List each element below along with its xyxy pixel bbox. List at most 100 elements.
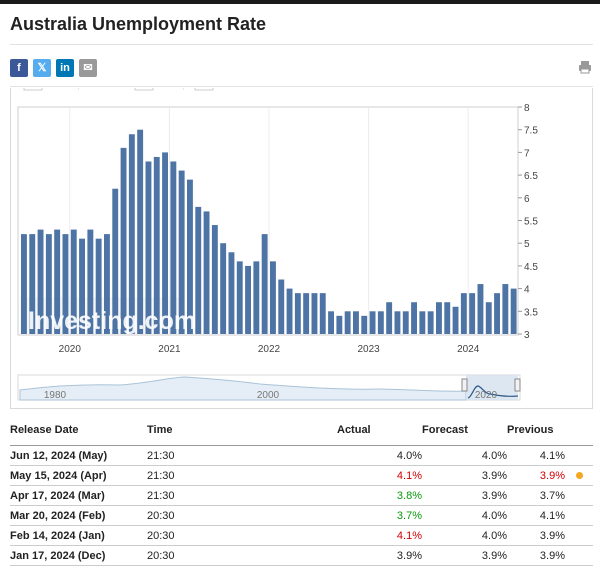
data-bar[interactable] xyxy=(510,288,517,334)
range-selector[interactable] xyxy=(23,88,214,91)
y-tick-label: 6.5 xyxy=(524,171,538,182)
twitter-share-button[interactable]: 𝕏 xyxy=(33,59,51,77)
data-bar[interactable] xyxy=(170,161,177,334)
data-bar[interactable] xyxy=(236,261,243,334)
data-bar[interactable] xyxy=(178,170,185,334)
data-bar[interactable] xyxy=(377,311,384,334)
data-bar[interactable] xyxy=(427,311,434,334)
data-bar[interactable] xyxy=(394,311,401,334)
data-bar[interactable] xyxy=(228,252,235,334)
data-bar[interactable] xyxy=(411,302,417,334)
data-bar[interactable] xyxy=(54,229,61,334)
navigator-tick-label: 1980 xyxy=(44,390,67,401)
data-bar[interactable] xyxy=(303,293,310,334)
time-cell: 20:30 xyxy=(147,505,337,526)
data-bar[interactable] xyxy=(344,311,351,334)
data-bar[interactable] xyxy=(79,238,85,334)
data-bar[interactable] xyxy=(104,234,110,334)
release-date-cell: Apr 17, 2024 (Mar) xyxy=(10,485,147,506)
facebook-share-button[interactable]: f xyxy=(10,59,28,77)
email-share-button[interactable]: ✉ xyxy=(79,59,97,77)
data-bar[interactable] xyxy=(361,315,368,334)
data-bar[interactable] xyxy=(477,284,484,334)
data-bar[interactable] xyxy=(402,311,409,334)
y-tick-label: 6 xyxy=(524,194,530,205)
data-bar[interactable] xyxy=(211,225,218,334)
release-date-cell: Feb 14, 2024 (Jan) xyxy=(10,525,147,546)
data-bar[interactable] xyxy=(220,243,227,334)
y-tick-label: 7.5 xyxy=(524,126,538,137)
data-bar[interactable] xyxy=(253,261,260,334)
table-row: Jun 12, 2024 (May) 21:30 4.0% 4.0% 4.1% xyxy=(10,445,593,466)
release-date-cell: Jun 12, 2024 (May) xyxy=(10,445,147,466)
table-row: Feb 14, 2024 (Jan) 20:30 4.1% 4.0% 3.9% xyxy=(10,525,593,546)
data-bar[interactable] xyxy=(261,234,268,334)
data-bar[interactable] xyxy=(444,302,451,334)
data-bar[interactable] xyxy=(112,188,119,334)
data-bar[interactable] xyxy=(353,311,359,334)
table-row: May 15, 2024 (Apr) 21:30 4.1% 3.9% 3.9% xyxy=(10,465,593,486)
history-table: Release Date Time Actual Forecast Previo… xyxy=(10,423,593,566)
data-bar[interactable] xyxy=(45,234,52,334)
data-bar[interactable] xyxy=(328,311,334,334)
data-bar[interactable] xyxy=(203,211,210,334)
data-bar[interactable] xyxy=(460,293,467,334)
data-bar[interactable] xyxy=(336,315,343,334)
data-bar[interactable] xyxy=(311,293,318,334)
data-bar[interactable] xyxy=(494,293,500,334)
data-bar[interactable] xyxy=(270,261,276,334)
col-actual[interactable]: Actual xyxy=(337,424,371,436)
data-bar[interactable] xyxy=(21,234,27,334)
data-bar[interactable] xyxy=(29,234,36,334)
data-bar[interactable] xyxy=(187,179,193,334)
data-bar[interactable] xyxy=(469,293,476,334)
divider xyxy=(10,86,593,87)
unemployment-chart[interactable]: Investing.com 3 3.5 4 4.5 5 5.5 6 6.5 7 7.5 8 2020… xyxy=(0,88,600,408)
table-row: Mar 20, 2024 (Feb) 20:30 3.7% 4.0% 4.1% xyxy=(10,505,593,526)
data-bar[interactable] xyxy=(195,206,202,334)
release-date-cell: Mar 20, 2024 (Feb) xyxy=(10,505,147,526)
navigator-tick-label: 2020 xyxy=(475,390,498,401)
col-release-date[interactable]: Release Date xyxy=(10,424,79,436)
navigator-right-handle[interactable] xyxy=(514,378,521,392)
data-bar[interactable] xyxy=(145,161,152,334)
data-bar[interactable] xyxy=(369,311,376,334)
data-bar[interactable] xyxy=(502,284,509,334)
data-bar[interactable] xyxy=(95,238,102,334)
previous-cell: 3.9% xyxy=(507,545,565,566)
previous-cell: 3.9% xyxy=(507,465,565,486)
data-bar[interactable] xyxy=(162,152,168,334)
data-bar[interactable] xyxy=(386,302,393,334)
printer-icon[interactable] xyxy=(578,60,592,74)
data-bar[interactable] xyxy=(245,265,251,334)
data-bar[interactable] xyxy=(286,288,293,334)
data-bar[interactable] xyxy=(319,293,326,334)
y-tick-label: 8 xyxy=(524,103,530,114)
col-forecast[interactable]: Forecast xyxy=(422,424,468,436)
data-bar[interactable] xyxy=(153,156,160,334)
data-bar[interactable] xyxy=(294,293,301,334)
data-bar[interactable] xyxy=(37,229,44,334)
data-bar[interactable] xyxy=(70,229,77,334)
data-bar[interactable] xyxy=(87,229,94,334)
data-bar[interactable] xyxy=(436,302,442,334)
x-tick-label: 2024 xyxy=(457,344,480,355)
data-bar[interactable] xyxy=(419,311,426,334)
linkedin-share-button[interactable]: in xyxy=(56,59,74,77)
navigator-series xyxy=(19,376,467,401)
table-row: Jan 17, 2024 (Dec) 20:30 3.9% 3.9% 3.9% xyxy=(10,545,593,566)
col-time[interactable]: Time xyxy=(147,424,173,436)
data-bar[interactable] xyxy=(128,134,135,334)
y-tick-label: 4 xyxy=(524,285,530,296)
col-previous[interactable]: Previous xyxy=(507,424,554,436)
data-bar[interactable] xyxy=(120,147,127,334)
forecast-cell: 4.0% xyxy=(422,505,507,526)
data-bar[interactable] xyxy=(485,302,492,334)
data-bar[interactable] xyxy=(62,234,69,334)
data-bar[interactable] xyxy=(278,279,285,334)
navigator-left-handle[interactable] xyxy=(461,378,468,392)
x-tick-label: 2022 xyxy=(258,344,281,355)
revision-cell xyxy=(565,525,593,546)
data-bar[interactable] xyxy=(452,306,459,334)
data-bar[interactable] xyxy=(137,129,144,334)
